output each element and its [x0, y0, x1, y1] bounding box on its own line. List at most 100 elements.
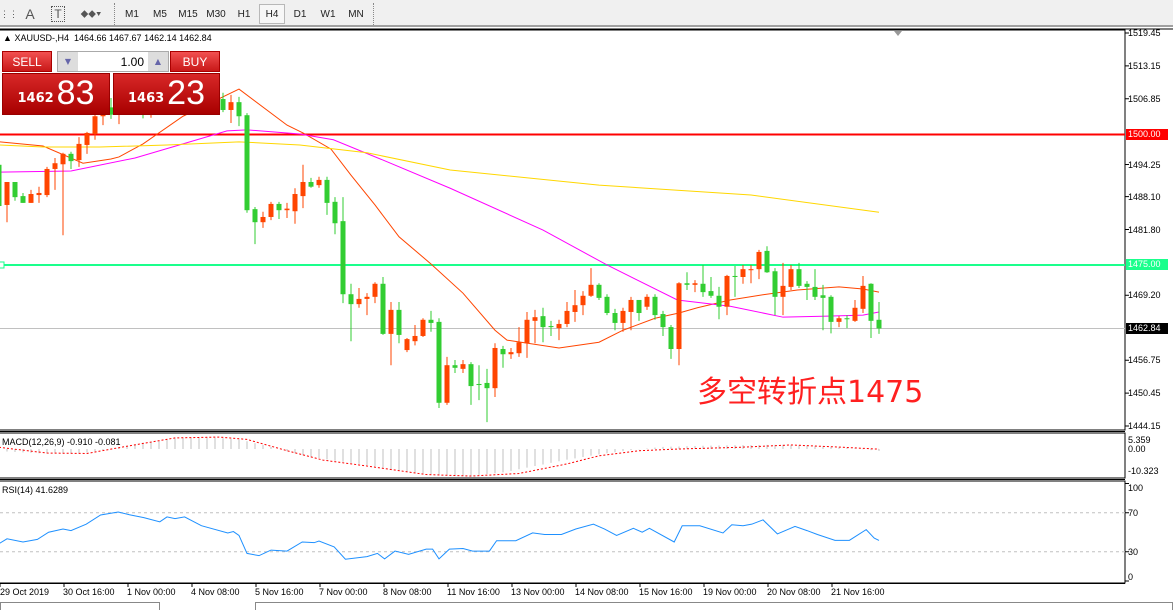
chart-annotation-text[interactable]: 多空转折点1475: [697, 375, 924, 410]
candle-body: [844, 318, 850, 320]
text-label-icon[interactable]: T: [48, 4, 68, 24]
buy-price-prefix: 1463: [127, 91, 165, 106]
candle-body: [276, 203, 282, 211]
macd-tick-label: 0.00: [1128, 444, 1146, 454]
candle: [244, 113, 250, 213]
candle: [636, 299, 642, 321]
chart-tab[interactable]: [0, 602, 160, 610]
increase-lot-icon[interactable]: ▲: [148, 52, 168, 71]
text-icon[interactable]: A: [25, 6, 35, 22]
candle-body: [252, 209, 258, 223]
candle-body: [804, 283, 810, 287]
candle-body: [764, 250, 770, 273]
time-label: 7 Nov 00:00: [319, 587, 368, 597]
sell-price-pips: 83: [56, 74, 95, 112]
candle-body: [604, 296, 610, 314]
candle: [700, 264, 706, 297]
collapse-triangle-icon[interactable]: ▲: [3, 33, 12, 43]
candle-body: [724, 275, 730, 307]
candle-body: [716, 295, 722, 307]
candle: [396, 302, 402, 344]
candle: [748, 264, 754, 284]
timeframe-d1[interactable]: D1: [293, 8, 307, 20]
candle: [492, 343, 498, 398]
candle: [524, 311, 530, 358]
time-label: 21 Nov 16:00: [831, 587, 885, 597]
candle-body: [644, 296, 650, 307]
candle-body: [380, 283, 386, 334]
candle-body: [676, 283, 682, 350]
timeframe-mn[interactable]: MN: [348, 8, 364, 20]
candle: [876, 302, 882, 334]
candle: [692, 280, 698, 293]
candle: [724, 274, 730, 316]
candle: [284, 202, 290, 219]
timeframe-m1[interactable]: M1: [125, 8, 139, 20]
candle-body: [700, 283, 706, 293]
candle-body: [76, 143, 82, 161]
candle-body: [836, 318, 842, 322]
candle-body: [28, 194, 34, 203]
decrease-lot-icon[interactable]: ▼: [58, 52, 78, 71]
candle: [292, 188, 298, 224]
moving-average-line: [0, 88, 880, 349]
candle-body: [860, 285, 866, 309]
sell-button[interactable]: SELL: [2, 51, 52, 72]
time-label: 5 Nov 16:00: [255, 587, 304, 597]
sell-price[interactable]: 1462 83: [2, 73, 110, 115]
candle: [308, 177, 314, 188]
timeframe-h4[interactable]: H4: [259, 4, 285, 24]
toolbar-separator: [373, 3, 375, 25]
candle: [516, 327, 522, 357]
candle-body: [492, 347, 498, 389]
candle-body: [388, 309, 394, 334]
timeframe-m15[interactable]: M15: [178, 8, 198, 20]
candle-body: [300, 182, 306, 197]
timeframe-w1[interactable]: W1: [320, 8, 336, 20]
candle: [676, 282, 682, 366]
candle: [268, 201, 274, 221]
candle-body: [52, 163, 58, 169]
lot-size-input[interactable]: 1.00: [120, 54, 144, 69]
arrows-icon[interactable]: ⬥⬥▾: [80, 7, 102, 20]
candle: [20, 192, 26, 203]
candle-body: [412, 335, 418, 342]
candle: [708, 276, 714, 298]
candle-body: [588, 284, 594, 296]
candle-body: [220, 99, 226, 110]
candle: [580, 291, 586, 316]
candle: [796, 262, 802, 288]
candle: [588, 268, 594, 297]
candle: [412, 325, 418, 346]
candle: [388, 302, 394, 366]
candle: [860, 275, 866, 314]
candle: [356, 287, 362, 308]
buy-button[interactable]: BUY: [170, 51, 220, 72]
time-label: 13 Nov 00:00: [511, 587, 565, 597]
candle: [404, 338, 410, 353]
moving-average-line: [0, 129, 880, 318]
candle-body: [236, 102, 242, 117]
candle-body: [852, 307, 858, 321]
candle: [836, 316, 842, 328]
timeframe-h1[interactable]: H1: [237, 8, 251, 20]
buy-price[interactable]: 1463 23: [113, 73, 220, 115]
candle: [36, 186, 42, 203]
candle-body: [468, 364, 474, 387]
timeframe-m30[interactable]: M30: [206, 8, 226, 20]
high-value: 1467.67: [109, 33, 142, 43]
grid-icon[interactable]: ⋮⋮: [0, 8, 18, 19]
close-value: 1462.84: [179, 33, 212, 43]
candle-body: [4, 182, 10, 205]
price-tick-label: 1494.25: [1128, 159, 1161, 170]
macd-panel-frame: [0, 432, 1126, 479]
lot-size-stepper[interactable]: ▼ 1.00 ▲: [57, 51, 169, 72]
candle: [716, 286, 722, 320]
candle-body: [532, 317, 538, 321]
candle: [484, 368, 490, 423]
candle: [332, 197, 338, 235]
candle: [380, 276, 386, 335]
timeframe-m5[interactable]: M5: [153, 8, 167, 20]
candle: [532, 309, 538, 344]
